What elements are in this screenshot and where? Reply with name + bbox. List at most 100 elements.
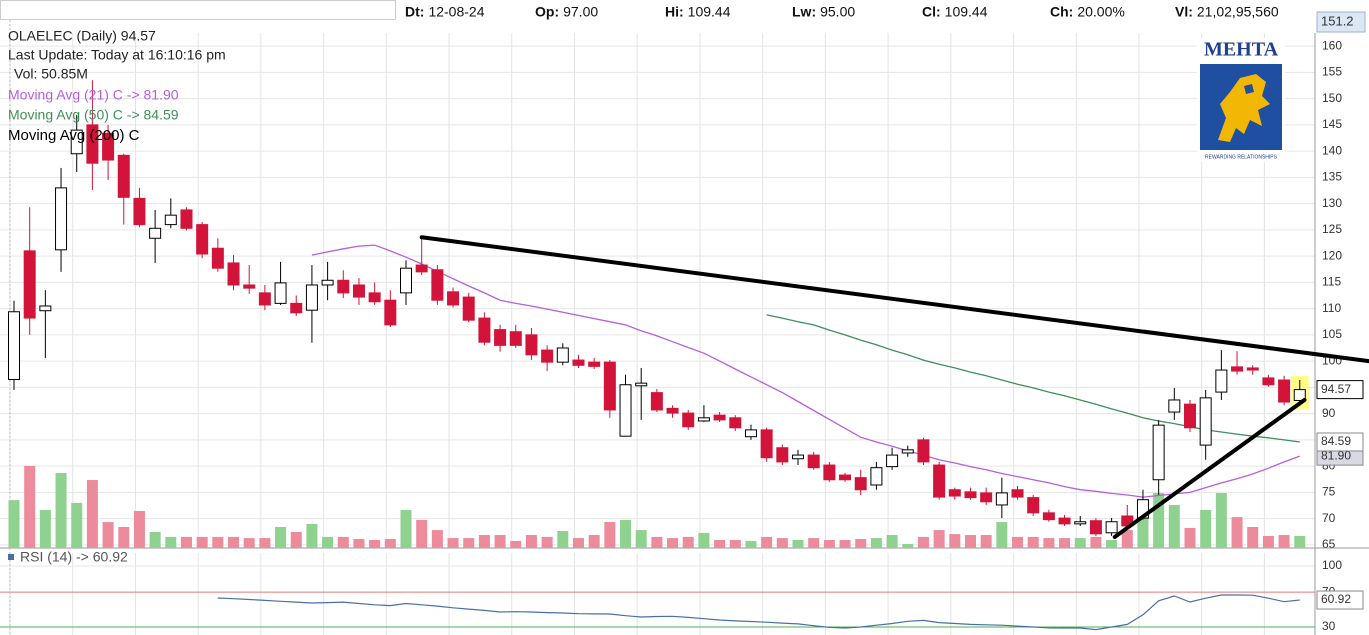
- y-tick-label: 120: [1322, 248, 1342, 262]
- chart-layer: 6570758085909510010511011512012513013514…: [0, 20, 1369, 635]
- volume-bar: [1184, 527, 1196, 548]
- candle-body: [823, 464, 836, 481]
- legend-entry: Moving Avg (50) C -> 84.59: [8, 107, 179, 123]
- volume-bar: [933, 530, 945, 548]
- volume-bar: [1215, 493, 1227, 548]
- header-value: 20.00%: [1077, 4, 1124, 20]
- volume-bar: [823, 539, 835, 548]
- candle-body: [541, 349, 554, 363]
- volume-bar: [776, 538, 788, 548]
- corner-price-box: [1316, 11, 1366, 33]
- corner-price: 151.2: [1321, 13, 1354, 28]
- volume-bar: [165, 536, 177, 548]
- candle-body: [321, 279, 334, 286]
- y-tick-label: 140: [1322, 143, 1342, 157]
- candle-body: [776, 447, 789, 463]
- header-value: 95.00: [820, 4, 855, 20]
- candle-body: [870, 467, 883, 486]
- candle-body: [243, 284, 256, 289]
- trend-line: [1112, 397, 1307, 539]
- volume-bar: [290, 531, 302, 548]
- candle-body: [400, 267, 412, 294]
- candle-body: [1262, 377, 1275, 386]
- volume-bar: [306, 523, 318, 548]
- candle-body: [1184, 403, 1196, 429]
- rsi-marker-label: 60.92: [1321, 592, 1351, 606]
- candle-body: [964, 491, 977, 499]
- candle-body: [635, 382, 648, 387]
- candle-body: [933, 464, 946, 498]
- candle-body: [603, 361, 616, 411]
- volume-bar: [1153, 493, 1165, 548]
- volume-bar: [855, 539, 867, 548]
- volume-bar: [322, 536, 334, 548]
- candle-body: [70, 129, 83, 155]
- candle-body: [102, 132, 115, 161]
- volume-bar: [243, 538, 255, 548]
- volume-bar: [275, 526, 287, 548]
- candle-body: [55, 187, 68, 251]
- candle-body: [227, 262, 240, 286]
- candle-body: [1105, 521, 1118, 534]
- y-tick-label: 75: [1322, 485, 1336, 499]
- header-label: Cl:: [922, 4, 941, 20]
- price-marker-label: 84.59: [1321, 434, 1351, 448]
- candle-body: [368, 292, 381, 303]
- rsi-title: RSI (14) -> 60.92: [20, 549, 128, 565]
- logo: MEHTA REWARDING RELATIONSHIPS: [1197, 38, 1285, 162]
- volume-bar: [1262, 535, 1274, 548]
- header-label: Ch:: [1050, 4, 1073, 20]
- volume-bar: [729, 539, 741, 548]
- volume-bar: [996, 522, 1008, 548]
- candle-body: [290, 302, 303, 314]
- volume-bar: [870, 538, 882, 548]
- candle-body: [980, 492, 993, 503]
- candle-body: [1027, 497, 1040, 514]
- volume-bar: [886, 535, 898, 548]
- volume-bar: [572, 538, 584, 548]
- y-tick-label: 155: [1322, 65, 1342, 79]
- volume-bar: [745, 540, 757, 548]
- volume-bar: [761, 536, 773, 548]
- logo-lion: [1218, 74, 1270, 142]
- volume-bar: [353, 539, 365, 548]
- price-marker-label: 81.90: [1321, 448, 1351, 462]
- volume-bar: [196, 536, 208, 548]
- candle-body: [1293, 389, 1306, 401]
- volume-bar: [8, 500, 20, 548]
- header-label: Dt:: [405, 4, 424, 20]
- y-tick-label: 65: [1322, 537, 1336, 551]
- y-tick-label: 90: [1322, 406, 1336, 420]
- volume-bar: [964, 535, 976, 548]
- header-label: Lw:: [792, 4, 816, 20]
- legend-entry: Moving Avg (21) C -> 81.90: [8, 87, 179, 103]
- price-marker-label: 94.57: [1321, 382, 1351, 396]
- candle-body: [384, 299, 397, 326]
- candle-body: [901, 449, 914, 454]
- candle-body: [211, 247, 224, 269]
- y-tick-label: 70: [1322, 511, 1336, 525]
- legend-swatch: [8, 554, 14, 560]
- candle-body: [839, 474, 852, 481]
- volume-bar: [557, 531, 569, 548]
- volume-bar: [118, 526, 130, 548]
- candle-body: [729, 417, 742, 429]
- volume-bar: [24, 465, 36, 548]
- volume-bar: [478, 535, 490, 548]
- y-tick-label: 145: [1322, 117, 1342, 131]
- volume-bar: [525, 535, 537, 548]
- candle-body: [1246, 367, 1259, 371]
- y-tick-label: 115: [1322, 275, 1341, 289]
- volume-bar: [635, 530, 647, 548]
- candle-body: [792, 454, 804, 460]
- volume-bar: [698, 532, 710, 548]
- volume-bar: [714, 539, 726, 548]
- volume-bar: [808, 538, 820, 548]
- volume-bar: [1137, 515, 1149, 548]
- volume-bar: [149, 531, 161, 548]
- header-label: Op:: [535, 4, 559, 20]
- candle-body: [1042, 512, 1055, 521]
- candle-body: [180, 209, 193, 229]
- y-tick-label: 110: [1322, 301, 1341, 315]
- candle-body: [478, 317, 491, 343]
